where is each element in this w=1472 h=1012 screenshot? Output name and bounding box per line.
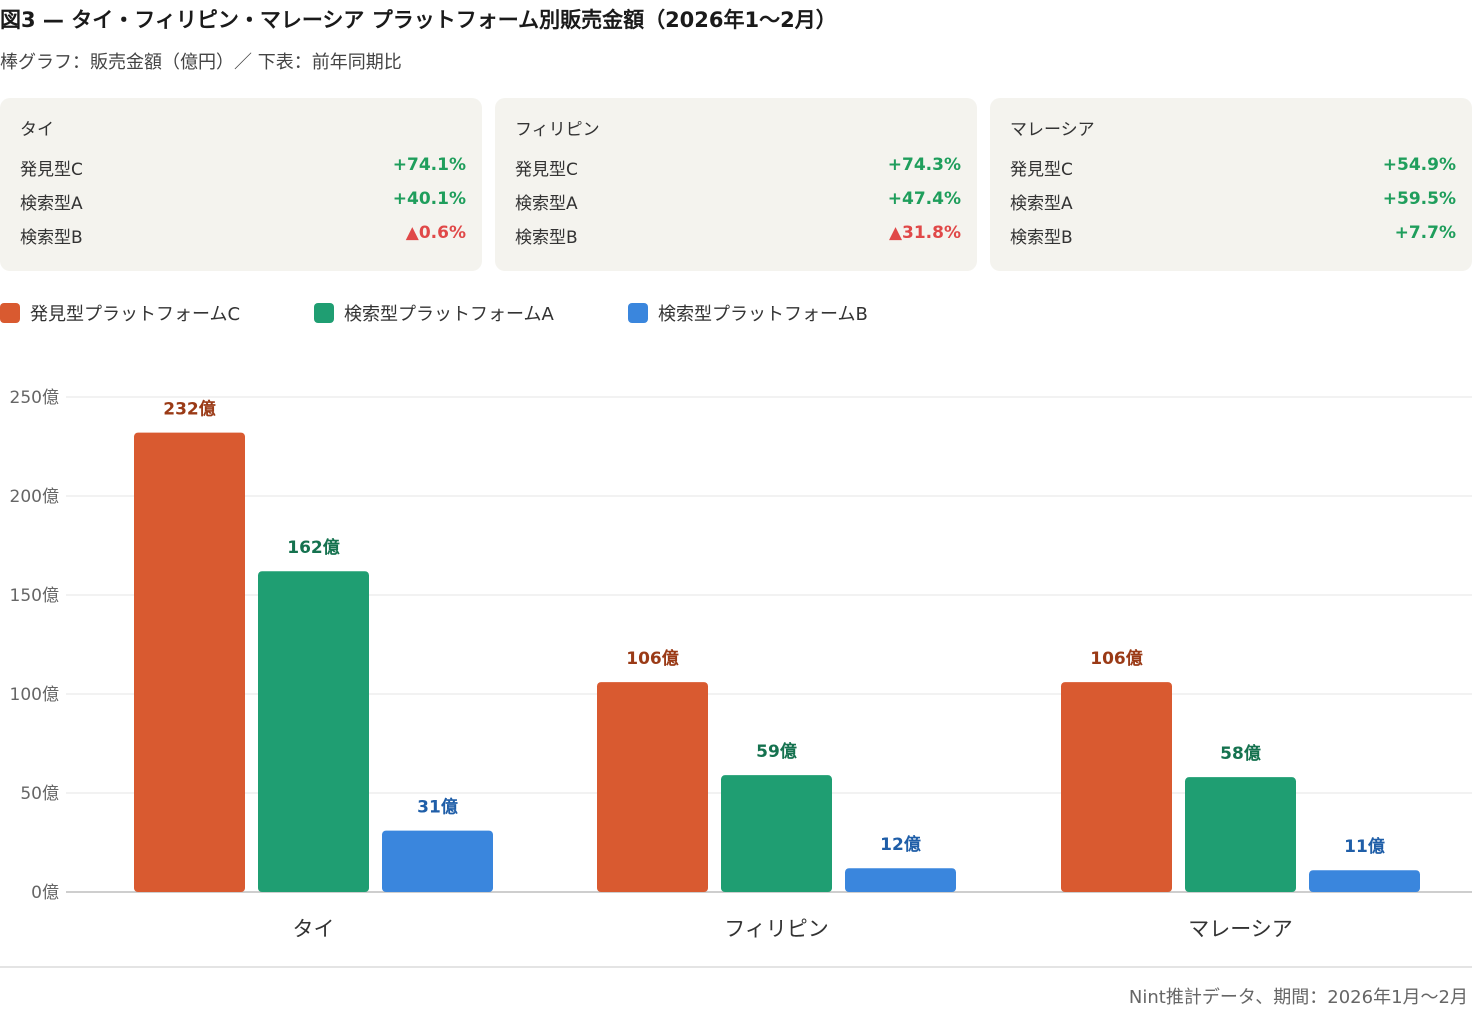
x-category-label: タイ	[293, 917, 335, 941]
yoy-cards: タイ 発見型C +74.1% 検索型A +40.1% 検索型B ▲0.6% フィ…	[0, 98, 1472, 271]
row-label: 検索型A	[20, 194, 83, 214]
card-thailand: タイ 発見型C +74.1% 検索型A +40.1% 検索型B ▲0.6%	[0, 98, 482, 271]
legend-swatch	[0, 303, 20, 323]
data-label: 106億	[626, 648, 679, 669]
footer-divider	[0, 966, 1472, 968]
legend-swatch	[628, 303, 648, 323]
data-label: 162億	[287, 537, 340, 558]
legend-swatch	[314, 303, 334, 323]
legend-item-discovery-c: 発見型プラットフォームC	[0, 299, 280, 325]
card-row: 発見型C +54.9%	[1010, 155, 1456, 180]
legend-item-search-b: 検索型プラットフォームB	[628, 299, 908, 325]
card-row: 検索型B +7.7%	[1010, 223, 1456, 248]
bar-search-b	[845, 868, 956, 892]
card-row: 検索型A +59.5%	[1010, 189, 1456, 214]
y-tick-label: 250億	[10, 388, 59, 408]
row-label: 検索型A	[1010, 194, 1073, 214]
data-label: 232億	[163, 399, 216, 420]
row-value: +54.9%	[1382, 155, 1456, 175]
bar-discovery-c	[1061, 682, 1172, 892]
card-title: マレーシア	[1010, 120, 1095, 140]
row-value: +74.1%	[392, 155, 466, 175]
bar-search-a	[258, 571, 369, 892]
row-value: +47.4%	[887, 189, 961, 209]
legend-item-search-a: 検索型プラットフォームA	[314, 299, 594, 325]
y-tick-label: 200億	[10, 487, 59, 507]
bar-search-b	[1309, 870, 1420, 892]
bar-search-b	[382, 830, 493, 892]
legend-label: 発見型プラットフォームC	[30, 304, 241, 325]
row-value: +7.7%	[1394, 223, 1456, 243]
x-category-label: フィリピン	[724, 917, 829, 941]
card-malaysia: マレーシア 発見型C +54.9% 検索型A +59.5% 検索型B +7.7%	[990, 98, 1472, 271]
card-row: 発見型C +74.1%	[20, 155, 466, 180]
card-row: 検索型B ▲31.8%	[515, 223, 961, 248]
data-label: 12億	[880, 834, 921, 855]
row-label: 検索型B	[20, 228, 83, 248]
row-value: +59.5%	[1382, 189, 1456, 209]
data-label: 59億	[756, 741, 797, 762]
source-note: Nint推計データ、期間：2026年1月〜2月	[1128, 987, 1468, 1008]
legend-label: 検索型プラットフォームB	[658, 304, 868, 325]
bar-discovery-c	[597, 682, 708, 892]
row-label: 発見型C	[515, 160, 578, 180]
row-label: 発見型C	[1010, 160, 1073, 180]
card-title: フィリピン	[515, 120, 600, 140]
row-value: +40.1%	[392, 189, 466, 209]
chart-legend: 発見型プラットフォームC 検索型プラットフォームA 検索型プラットフォームB	[0, 299, 1000, 325]
data-label: 106億	[1090, 648, 1143, 669]
card-row: 検索型A +47.4%	[515, 189, 961, 214]
legend-label: 検索型プラットフォームA	[344, 304, 554, 325]
y-tick-label: 100億	[10, 685, 59, 705]
y-tick-label: 50億	[20, 784, 59, 804]
data-label: 11億	[1344, 836, 1385, 857]
y-tick-label: 0億	[31, 883, 59, 903]
row-label: 発見型C	[20, 160, 83, 180]
card-title: タイ	[20, 120, 54, 140]
x-category-label: マレーシア	[1188, 917, 1293, 941]
row-value: +74.3%	[887, 155, 961, 175]
data-label: 31億	[417, 797, 458, 818]
chart-title: 図3 — タイ・フィリピン・マレーシア プラットフォーム別販売金額（2026年1…	[0, 8, 837, 32]
bar-discovery-c	[134, 432, 245, 892]
row-value: ▲31.8%	[888, 223, 961, 243]
card-row: 検索型A +40.1%	[20, 189, 466, 214]
card-row: 発見型C +74.3%	[515, 155, 961, 180]
bar-search-a	[721, 775, 832, 892]
data-label: 58億	[1220, 743, 1261, 764]
card-philippines: フィリピン 発見型C +74.3% 検索型A +47.4% 検索型B ▲31.8…	[495, 98, 977, 271]
row-label: 検索型A	[515, 194, 578, 214]
bar-search-a	[1185, 777, 1296, 892]
card-row: 検索型B ▲0.6%	[20, 223, 466, 248]
row-label: 検索型B	[515, 228, 578, 248]
chart-subtitle: 棒グラフ：販売金額（億円）／ 下表：前年同期比	[0, 52, 402, 73]
row-value: ▲0.6%	[405, 223, 466, 243]
y-tick-label: 150億	[10, 586, 59, 606]
row-label: 検索型B	[1010, 228, 1073, 248]
